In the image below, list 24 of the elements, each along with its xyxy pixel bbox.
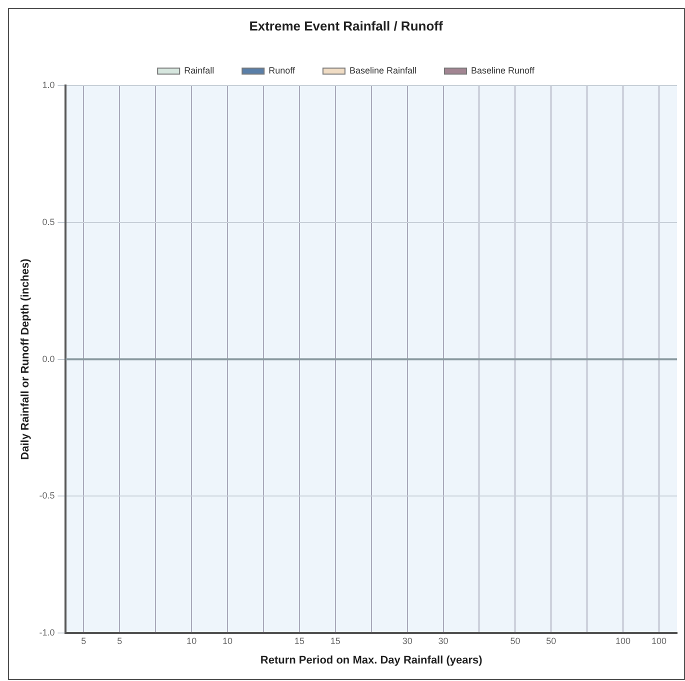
x-tick-label: 15 [294, 636, 304, 646]
x-tick-label: 10 [186, 636, 197, 646]
y-tick-label: 0.5 [42, 216, 55, 227]
y-axis-title: Daily Rainfall or Runoff Depth (inches) [20, 258, 32, 460]
x-tick-label: 5 [81, 636, 86, 646]
x-axis-title: Return Period on Max. Day Rainfall (years) [260, 654, 483, 666]
x-tick-label: 100 [652, 636, 667, 646]
chart-title: Extreme Event Rainfall / Runoff [249, 18, 444, 34]
legend-label: Runoff [268, 66, 296, 76]
x-tick-label: 100 [616, 636, 631, 646]
legend-label: Baseline Runoff [471, 66, 535, 76]
x-tick-label: 10 [222, 636, 233, 646]
y-tick-label: 1.0 [42, 80, 55, 90]
x-tick-label: 30 [438, 636, 448, 646]
x-tick-label: 15 [330, 636, 340, 646]
y-tick-label: 0.0 [42, 354, 55, 364]
y-tick-label: -0.5 [39, 490, 55, 501]
x-tick-label: 30 [402, 636, 412, 646]
x-tick-label: 50 [510, 636, 520, 646]
x-tick-label: 50 [546, 636, 556, 646]
y-tick-label: -1.0 [39, 627, 55, 638]
legend-label: Rainfall [184, 66, 214, 76]
x-tick-label: 5 [117, 636, 122, 646]
legend-label: Baseline Rainfall [349, 66, 417, 76]
